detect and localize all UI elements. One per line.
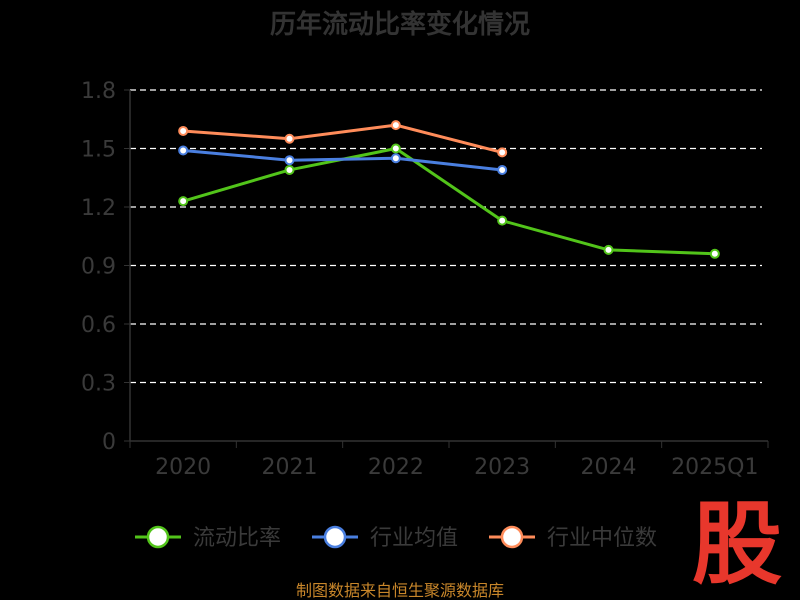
x-tick-label: 2021	[262, 455, 318, 480]
x-tick-label: 2023	[474, 455, 530, 480]
data-point	[709, 248, 720, 259]
axes: 0 0.3 0.6 0.9 1.2 1.5 1.8 2020 2021 2022 2023 2024 2…	[81, 79, 769, 480]
legend-marker	[323, 525, 347, 549]
x-tick-label: 2024	[581, 455, 637, 480]
data-point	[178, 145, 189, 156]
x-tick-label: 2022	[368, 455, 424, 480]
logo-mark: 股	[692, 492, 782, 597]
data-point	[497, 215, 508, 226]
data-point	[284, 164, 295, 175]
y-tick-label: 0.3	[81, 372, 116, 397]
grid-lines	[130, 89, 762, 384]
data-point	[497, 164, 508, 175]
legend-marker	[146, 525, 170, 549]
legend-marker	[500, 525, 524, 549]
legend-item[interactable]: 行业中位数	[489, 525, 657, 551]
y-tick-label: 0.9	[81, 255, 116, 280]
y-tick-label: 0	[102, 430, 116, 455]
y-tick-label: 0.6	[81, 313, 116, 338]
data-point	[178, 125, 189, 136]
data-point	[390, 153, 401, 164]
data-point	[390, 143, 401, 154]
legend-item[interactable]: 行业均值	[312, 525, 458, 551]
legend-label: 行业中位数	[547, 526, 657, 551]
legend: 流动比率 行业均值 行业中位数	[135, 525, 657, 551]
chart-title: 历年流动比率变化情况	[270, 9, 530, 40]
data-point	[390, 120, 401, 131]
series-lines	[178, 120, 720, 259]
legend-item[interactable]: 流动比率	[135, 525, 281, 551]
y-tick-label: 1.2	[81, 196, 116, 221]
source-note: 制图数据来自恒生聚源数据库	[296, 581, 504, 600]
legend-label: 流动比率	[193, 526, 281, 551]
data-point	[284, 133, 295, 144]
series-line	[183, 148, 503, 172]
y-tick-label: 1.5	[81, 138, 116, 163]
data-point	[284, 155, 295, 166]
data-point	[178, 196, 189, 207]
data-point	[603, 244, 614, 255]
x-tick-label: 2025Q1	[671, 455, 758, 480]
x-tick-label: 2020	[155, 455, 211, 480]
series-line	[183, 123, 503, 154]
series-line	[182, 147, 715, 256]
y-tick-label: 1.8	[81, 79, 116, 104]
data-point	[497, 147, 508, 158]
legend-label: 行业均值	[370, 526, 458, 551]
